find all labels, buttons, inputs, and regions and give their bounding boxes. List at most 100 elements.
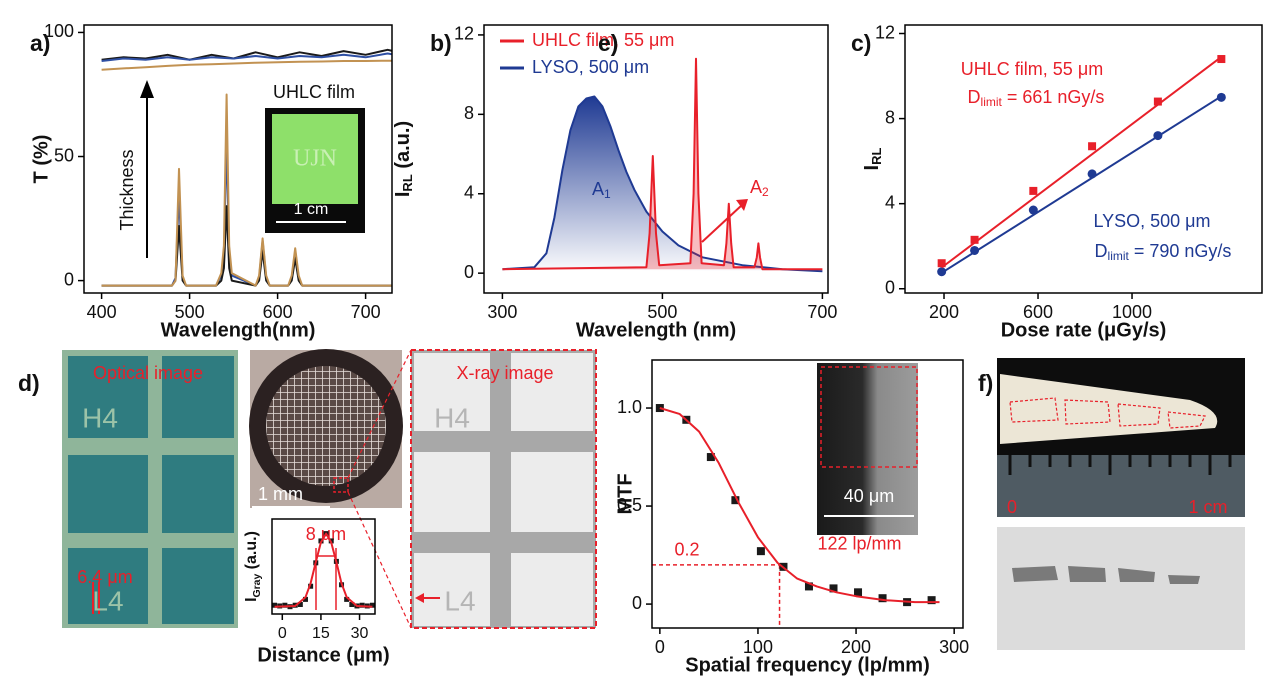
- line: [101, 205, 392, 287]
- annotation: UHLC film, 55 μm: [961, 59, 1103, 79]
- y-axis-label-part: I: [243, 597, 260, 601]
- y-tick-label: 0.5: [617, 495, 642, 515]
- plot-frame: [651, 359, 964, 629]
- y-tick-label: 100: [44, 21, 74, 41]
- marker: [970, 235, 979, 244]
- marker: [706, 453, 715, 462]
- line: [101, 48, 392, 61]
- scale-label: 1 cm: [1188, 497, 1227, 517]
- x-tick-label: 0: [278, 625, 287, 642]
- annotation: A2: [750, 177, 769, 199]
- annotation-part: LYSO, 500 μm: [1093, 211, 1210, 231]
- x-axis-label: Spatial frequency (lp/mm): [685, 654, 930, 676]
- marker: [369, 602, 375, 608]
- image-text: L4: [92, 585, 123, 616]
- x-tick-label: 700: [807, 302, 837, 322]
- annotation: Dlimit = 790 nGy/s: [1095, 241, 1232, 263]
- marker: [282, 602, 288, 608]
- marker: [854, 588, 863, 597]
- y-axis-label-part: I: [392, 192, 414, 198]
- plot-frame: [483, 24, 829, 294]
- y-tick-label: 4: [885, 192, 895, 212]
- plot-area: [502, 57, 823, 273]
- x-tick-label: 1000: [1112, 302, 1152, 322]
- y-tick-label: 0: [885, 277, 895, 297]
- reference-label: 0.2: [674, 540, 699, 560]
- panel-label: e): [598, 30, 618, 56]
- x-axis-label: Wavelength(nm): [161, 319, 316, 341]
- annotation-part: D: [968, 87, 981, 107]
- y-tick-label: 4: [464, 182, 474, 202]
- marker: [297, 602, 303, 607]
- plot-area: [937, 55, 1226, 277]
- y-axis-label: IGray (a.u.): [243, 531, 263, 602]
- annotation-arrow: [701, 199, 748, 243]
- x-tick-label: 200: [929, 302, 959, 322]
- legend-label: LYSO, 500 μm: [532, 57, 649, 77]
- line: [101, 93, 392, 287]
- x-tick-label: 30: [351, 625, 369, 642]
- image-title: Optical image: [93, 363, 203, 383]
- image-text: L4: [444, 585, 475, 616]
- annotation-part: 2: [762, 185, 769, 199]
- plot-frame: [904, 24, 1263, 294]
- annotation-part: A: [750, 177, 762, 197]
- y-tick-label: 12: [875, 22, 895, 42]
- annotation-part: UHLC film, 55 μm: [961, 59, 1103, 79]
- panel-label: b): [430, 30, 452, 56]
- annotation: Dlimit = 661 nGy/s: [968, 87, 1105, 109]
- y-tick-label: 8: [464, 103, 474, 123]
- annotation-part: = 661 nGy/s: [1002, 87, 1105, 107]
- marker: [878, 594, 887, 603]
- panel-label: a): [30, 30, 50, 56]
- x-tick-label: 600: [1023, 302, 1053, 322]
- annotation: Thickness: [117, 149, 137, 230]
- y-axis-label-part: I: [861, 165, 883, 171]
- annotation-part: D: [1095, 241, 1108, 261]
- photo-sample: [997, 358, 1245, 517]
- x-tick-label: 200: [841, 637, 871, 657]
- y-tick-label: 50: [54, 145, 74, 165]
- x-tick-label: 500: [647, 302, 677, 322]
- line: [101, 59, 392, 71]
- marker: [804, 582, 813, 591]
- marker: [937, 259, 946, 268]
- x-tick-label: 300: [487, 302, 517, 322]
- x-tick-label: 300: [939, 637, 969, 657]
- marker: [927, 596, 936, 605]
- marker: [756, 547, 765, 556]
- y-tick-label: 12: [454, 24, 474, 44]
- marker: [731, 496, 740, 505]
- inset-text: UJN: [293, 146, 337, 172]
- thickness-arrow: [140, 80, 154, 258]
- y-tick-label: 0: [632, 593, 642, 613]
- optical-image: [62, 350, 238, 628]
- inset-title: UHLC film: [273, 82, 355, 102]
- inset-photo: [265, 108, 365, 233]
- x-tick-label: 600: [263, 302, 293, 322]
- marker: [302, 596, 308, 602]
- annotation: LYSO, 500 μm: [1093, 211, 1210, 231]
- image-text: H4: [82, 402, 118, 433]
- y-axis-label: MTF: [614, 473, 636, 514]
- marker: [1217, 55, 1226, 64]
- image-title: X-ray image: [456, 363, 553, 383]
- x-tick-label: 700: [351, 302, 381, 322]
- x-tick-label: 100: [743, 637, 773, 657]
- xray-sample: [997, 527, 1245, 650]
- line: [941, 56, 1222, 269]
- y-axis-label: IRL: [861, 148, 884, 171]
- x-axis-label: Wavelength (nm): [576, 319, 736, 341]
- y-tick-label: 1.0: [617, 397, 642, 417]
- panel-label: f): [978, 370, 993, 396]
- marker: [1029, 186, 1038, 195]
- y-tick-label: 8: [885, 107, 895, 127]
- line: [659, 407, 940, 604]
- area-line: [502, 95, 823, 273]
- marker: [344, 596, 350, 602]
- scale-label: 40 μm: [844, 486, 894, 506]
- y-axis-label-part: RL: [869, 148, 884, 165]
- annotation-part: limit: [981, 95, 1003, 109]
- x-tick-label: 500: [175, 302, 205, 322]
- annotation-part: = 790 nGy/s: [1129, 241, 1232, 261]
